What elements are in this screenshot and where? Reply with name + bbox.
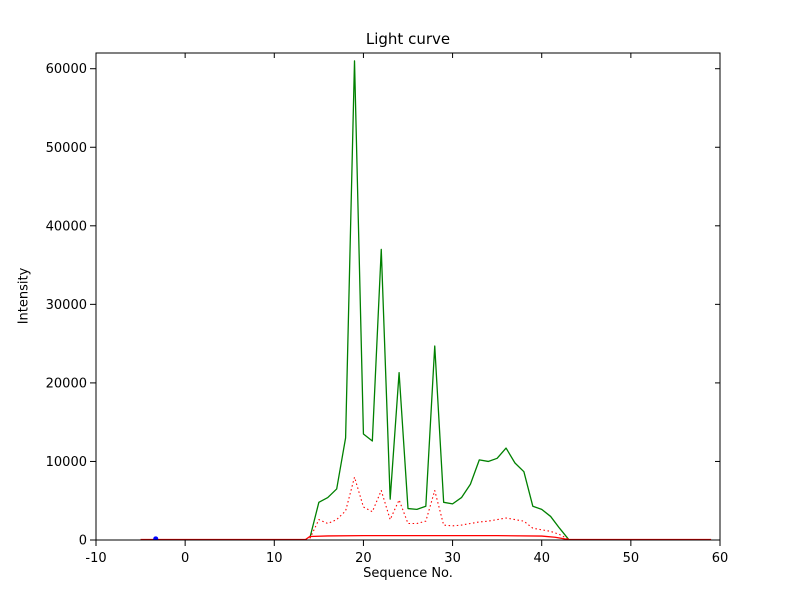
x-tick-label: 20 bbox=[355, 551, 372, 566]
blue-marker bbox=[153, 536, 159, 540]
x-tick-label: 10 bbox=[266, 551, 283, 566]
green-line bbox=[309, 60, 569, 540]
axes-frame bbox=[95, 52, 721, 541]
red-solid-line bbox=[140, 534, 712, 540]
x-tick-label: 50 bbox=[623, 551, 640, 566]
y-tick-label: 60000 bbox=[46, 62, 87, 77]
x-tick-label: 60 bbox=[712, 551, 729, 566]
x-tick-label: 0 bbox=[181, 551, 189, 566]
y-tick-label: 0 bbox=[79, 534, 87, 549]
red-dotted-line bbox=[309, 476, 569, 540]
x-axis-label: Sequence No. bbox=[363, 566, 453, 581]
y-tick-label: 30000 bbox=[46, 298, 87, 313]
x-tick-label: 30 bbox=[444, 551, 461, 566]
x-tick-label: 40 bbox=[533, 551, 550, 566]
y-tick-label: 50000 bbox=[46, 141, 87, 156]
x-tick-label: -10 bbox=[85, 551, 106, 566]
y-tick-label: 40000 bbox=[46, 219, 87, 234]
y-tick-label: 10000 bbox=[46, 455, 87, 470]
y-tick-label: 20000 bbox=[46, 376, 87, 391]
chart-title: Light curve bbox=[365, 30, 451, 48]
